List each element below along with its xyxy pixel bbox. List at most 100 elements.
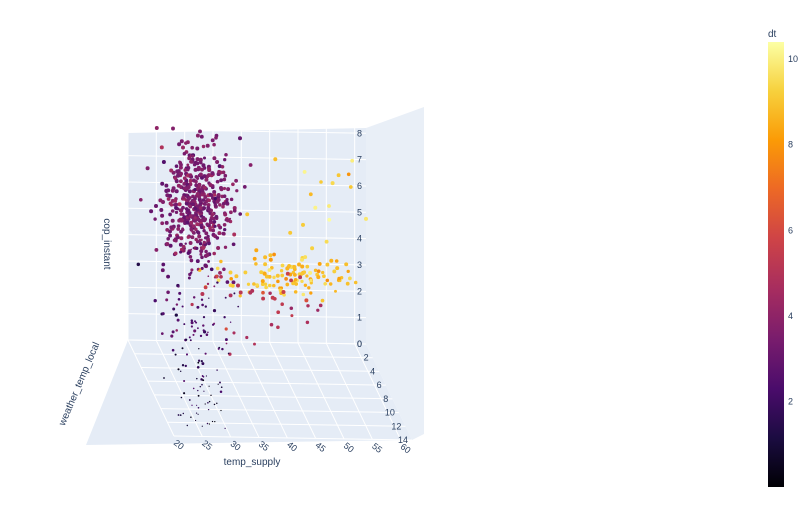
z-gridline <box>127 339 367 345</box>
y-axis-title: weather_temp_local <box>57 341 102 429</box>
data-point <box>200 238 203 242</box>
data-point <box>200 188 205 193</box>
data-point <box>364 216 368 221</box>
side-wall <box>366 107 424 440</box>
data-point <box>293 273 297 277</box>
data-point <box>196 165 201 170</box>
data-point <box>200 378 203 381</box>
data-point <box>307 286 311 290</box>
data-point <box>195 157 200 162</box>
data-point <box>196 377 198 380</box>
data-point <box>232 232 237 237</box>
data-point <box>231 280 236 285</box>
data-point <box>186 185 191 190</box>
data-point <box>276 325 280 330</box>
data-point <box>190 321 194 325</box>
data-point <box>181 347 184 350</box>
data-point <box>199 334 203 338</box>
data-point <box>207 168 212 173</box>
data-point <box>158 198 163 203</box>
data-point <box>302 169 307 174</box>
data-point <box>202 174 207 179</box>
data-point <box>301 292 306 297</box>
data-point <box>327 217 332 222</box>
data-point <box>201 246 206 250</box>
data-point <box>224 218 228 222</box>
data-point <box>225 200 229 204</box>
data-point <box>202 201 207 206</box>
data-point <box>168 233 173 238</box>
data-point <box>153 217 157 221</box>
data-point <box>218 225 223 230</box>
data-point <box>197 361 200 364</box>
data-point <box>217 164 222 169</box>
data-point <box>261 290 265 295</box>
y-tick-label: 8 <box>383 394 388 404</box>
data-point <box>346 172 351 177</box>
data-point <box>195 230 200 234</box>
data-point <box>220 386 223 389</box>
data-point <box>204 231 209 236</box>
data-point <box>204 177 209 182</box>
data-point <box>285 282 290 287</box>
data-point <box>337 276 341 281</box>
data-point <box>202 324 205 327</box>
data-point <box>172 238 177 242</box>
data-point <box>169 168 174 173</box>
data-point <box>255 283 259 287</box>
colorbar-tick-label: 6 <box>788 225 793 235</box>
data-point <box>206 422 209 425</box>
data-point <box>282 293 286 297</box>
data-point <box>217 347 220 350</box>
data-point <box>221 347 224 351</box>
data-point <box>154 204 158 208</box>
data-point <box>186 168 190 172</box>
data-point <box>195 161 200 166</box>
data-point <box>304 298 309 303</box>
data-point <box>301 222 305 227</box>
data-point <box>189 339 192 342</box>
data-point <box>184 364 187 368</box>
data-point <box>185 338 188 341</box>
data-point <box>166 290 170 295</box>
data-point <box>195 146 200 151</box>
z-tick-label: 0 <box>357 339 362 349</box>
data-point <box>189 258 194 263</box>
data-point <box>215 236 220 240</box>
data-point <box>165 242 170 246</box>
data-point <box>267 283 272 288</box>
data-point <box>184 242 187 245</box>
data-point <box>220 409 222 412</box>
data-point <box>215 266 220 271</box>
data-point <box>196 305 200 309</box>
x-tick-label: 30 <box>229 439 243 453</box>
data-point <box>284 277 288 281</box>
data-point <box>184 201 189 206</box>
data-point <box>204 352 207 355</box>
data-point <box>182 412 185 415</box>
data-point <box>202 375 205 378</box>
data-point <box>205 143 210 148</box>
data-point <box>303 255 308 260</box>
data-point <box>190 268 194 272</box>
data-point <box>170 209 175 213</box>
data-point <box>245 212 250 217</box>
data-point <box>259 270 264 275</box>
data-point <box>214 135 218 140</box>
data-point <box>223 227 227 232</box>
data-point <box>213 203 218 207</box>
x-tick-label: 50 <box>342 441 356 455</box>
data-point <box>335 266 340 271</box>
data-point <box>264 285 268 290</box>
x-gridline <box>184 340 232 438</box>
data-point <box>182 186 187 191</box>
data-point <box>179 414 182 416</box>
data-point <box>187 276 191 280</box>
data-point <box>208 423 210 425</box>
data-point <box>346 269 350 274</box>
data-point <box>198 129 202 134</box>
data-point <box>213 224 217 228</box>
data-point <box>203 263 208 268</box>
